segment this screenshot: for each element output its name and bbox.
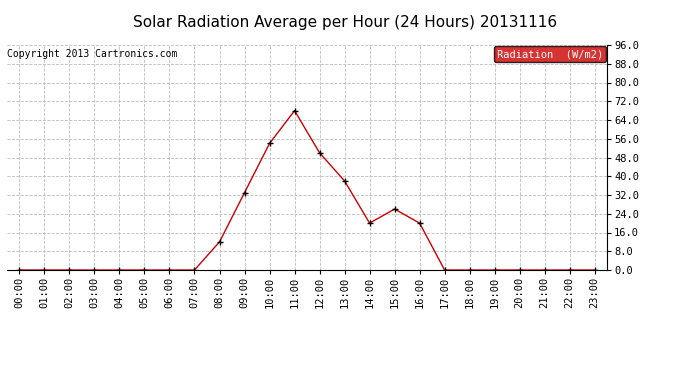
Legend: Radiation  (W/m2): Radiation (W/m2)	[493, 46, 606, 62]
Text: Solar Radiation Average per Hour (24 Hours) 20131116: Solar Radiation Average per Hour (24 Hou…	[133, 15, 557, 30]
Text: Copyright 2013 Cartronics.com: Copyright 2013 Cartronics.com	[7, 49, 177, 59]
